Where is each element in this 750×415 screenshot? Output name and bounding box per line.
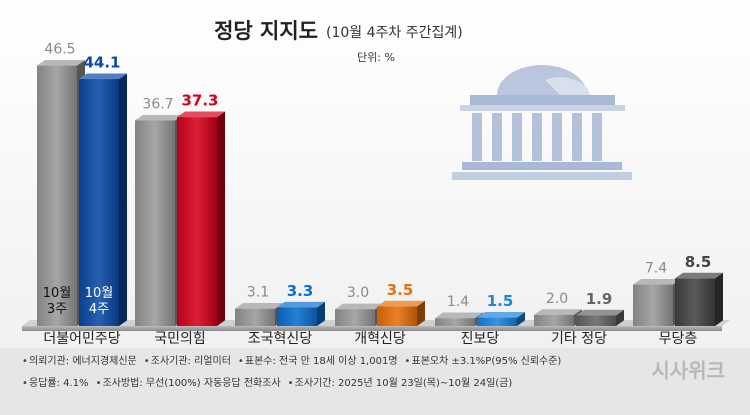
bar-top — [534, 309, 582, 315]
note-bullet: • — [405, 356, 411, 367]
x-tick-label: 개혁신당 — [354, 331, 406, 347]
bar — [235, 308, 275, 326]
legend-entry: 10월 4주 — [84, 286, 114, 317]
bar-side — [217, 111, 225, 327]
bar-side — [317, 301, 325, 326]
bar-top — [377, 300, 425, 307]
bar-top — [79, 73, 127, 80]
chart-subtitle: (10월 4주차 주간집계) — [326, 25, 463, 41]
unit-note: 단위: % — [357, 51, 395, 64]
bar — [135, 120, 175, 326]
bar-top — [576, 309, 624, 316]
value-label: 7.4 — [645, 261, 667, 277]
note: 조사방법: 무선(100%) 자동응답 전화조사 — [103, 377, 281, 389]
value-label: 1.5 — [487, 292, 514, 310]
value-label: 8.5 — [685, 253, 712, 271]
note: 의뢰기관: 에너지경제신문 — [29, 354, 137, 367]
bar-top — [277, 301, 325, 308]
value-label: 1.9 — [586, 290, 613, 308]
bar — [576, 315, 616, 326]
bar — [675, 278, 715, 326]
bar — [477, 317, 517, 326]
x-tick-label: 기타 정당 — [551, 331, 607, 347]
value-label: 37.3 — [181, 92, 218, 110]
value-label: 44.1 — [83, 54, 120, 72]
bar — [335, 309, 375, 326]
value-label: 3.5 — [387, 281, 414, 299]
bar — [633, 284, 673, 326]
bar — [277, 307, 317, 326]
bar — [435, 318, 475, 326]
floor — [22, 326, 722, 331]
bar-top — [335, 303, 383, 310]
note: 표본수: 전국 만 18세 이상 1,001명 — [245, 355, 398, 367]
note: 응답률: 4.1% — [29, 377, 89, 389]
bar — [79, 79, 119, 326]
chart-title: 정당 지지도 — [214, 19, 318, 43]
value-label: 36.7 — [142, 96, 173, 112]
bar-top — [675, 272, 723, 279]
note-bullet: • — [144, 356, 150, 367]
note-bullet: • — [288, 378, 294, 389]
bar-side — [517, 312, 525, 326]
value-label: 3.0 — [347, 285, 369, 301]
bar-top — [633, 278, 681, 285]
bar-side — [119, 73, 127, 326]
bar — [377, 306, 417, 326]
bar-top — [477, 312, 525, 318]
note-bullet: • — [22, 378, 28, 389]
x-tick-label: 조국혁신당 — [248, 331, 313, 347]
note-bullet: • — [22, 356, 28, 367]
legend-entry: 10월 3주 — [42, 286, 72, 317]
bar-top — [177, 111, 225, 118]
notes-band — [0, 348, 750, 415]
bar-side — [616, 309, 624, 326]
note-bullet: • — [96, 378, 102, 389]
note: 조사기간: 2025년 10월 23일(목)~10월 24일(금) — [295, 377, 513, 389]
bar — [534, 314, 574, 326]
bar — [37, 65, 77, 326]
bar-side — [417, 300, 425, 326]
assembly-icon — [452, 65, 632, 180]
bar-top — [37, 60, 85, 66]
logo: 시사위크 — [651, 359, 725, 383]
bar-top — [235, 303, 283, 309]
note: 조사기관: 리얼미터 — [151, 355, 231, 367]
x-tick-label: 더불어민주당 — [43, 331, 120, 347]
value-label: 3.3 — [287, 282, 314, 300]
bar — [177, 117, 217, 327]
value-label: 46.5 — [44, 42, 75, 58]
value-label: 2.0 — [546, 291, 568, 307]
value-label: 1.4 — [447, 294, 469, 310]
bar-side — [715, 272, 723, 326]
x-tick-label: 진보당 — [461, 331, 500, 347]
x-tick-label: 국민의힘 — [154, 331, 206, 347]
x-tick-label: 무당층 — [659, 331, 698, 347]
note-bullet: • — [238, 356, 244, 367]
bar-top — [435, 312, 483, 319]
bar-top — [135, 114, 183, 121]
value-label: 3.1 — [247, 285, 269, 301]
note: 표본오차 ±3.1%P(95% 신뢰수준) — [412, 355, 562, 367]
